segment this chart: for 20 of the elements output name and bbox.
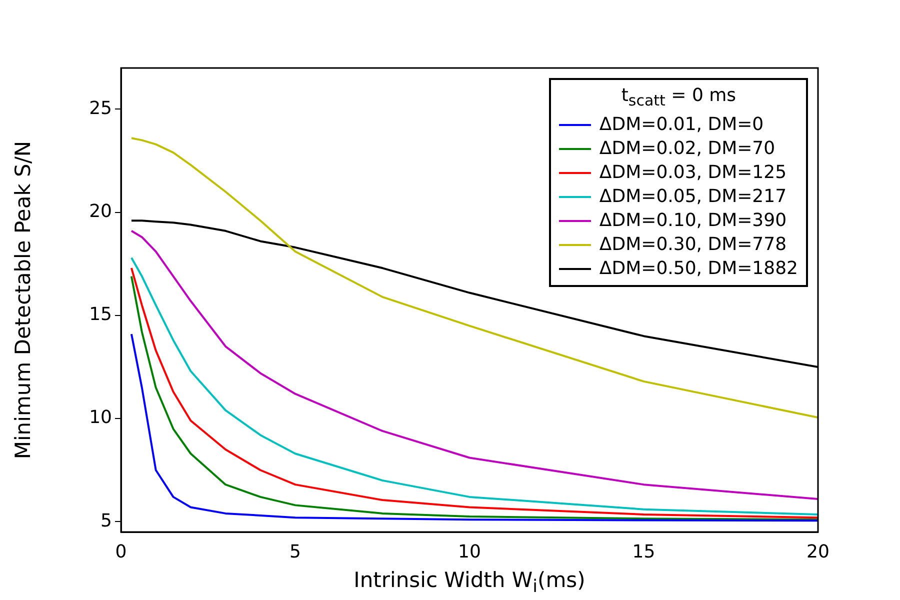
legend-label: ΔDM=0.03, DM=125 xyxy=(599,160,787,185)
legend-title: t$_{scatt}$ = 0 ms xyxy=(620,84,738,112)
x-tick-label: 0 xyxy=(115,541,127,562)
x-tick-label: 15 xyxy=(632,541,656,562)
y-tick-label: 5 xyxy=(100,510,112,532)
x-tick-label: 10 xyxy=(458,541,481,562)
y-axis-title: Minimum Detectable Peak S/N xyxy=(11,140,36,460)
legend-label: ΔDM=0.05, DM=217 xyxy=(599,184,787,209)
x-axis-title: Intrinsic Width W$_{i}$(ms) xyxy=(352,568,586,598)
y-tick-label: 10 xyxy=(89,407,112,428)
x-tick-label: 20 xyxy=(806,541,830,562)
legend-label: ΔDM=0.01, DM=0 xyxy=(599,112,764,137)
legend-label: ΔDM=0.02, DM=70 xyxy=(599,136,776,161)
x-tick-label: 5 xyxy=(290,541,301,562)
y-tick-label: 15 xyxy=(89,304,112,326)
legend-label: ΔDM=0.10, DM=390 xyxy=(599,208,787,233)
y-tick-label: 25 xyxy=(89,98,112,119)
legend-label: ΔDM=0.30, DM=778 xyxy=(599,232,787,257)
y-tick-label: 20 xyxy=(89,201,112,222)
legend-label: ΔDM=0.50, DM=1882 xyxy=(599,256,798,281)
